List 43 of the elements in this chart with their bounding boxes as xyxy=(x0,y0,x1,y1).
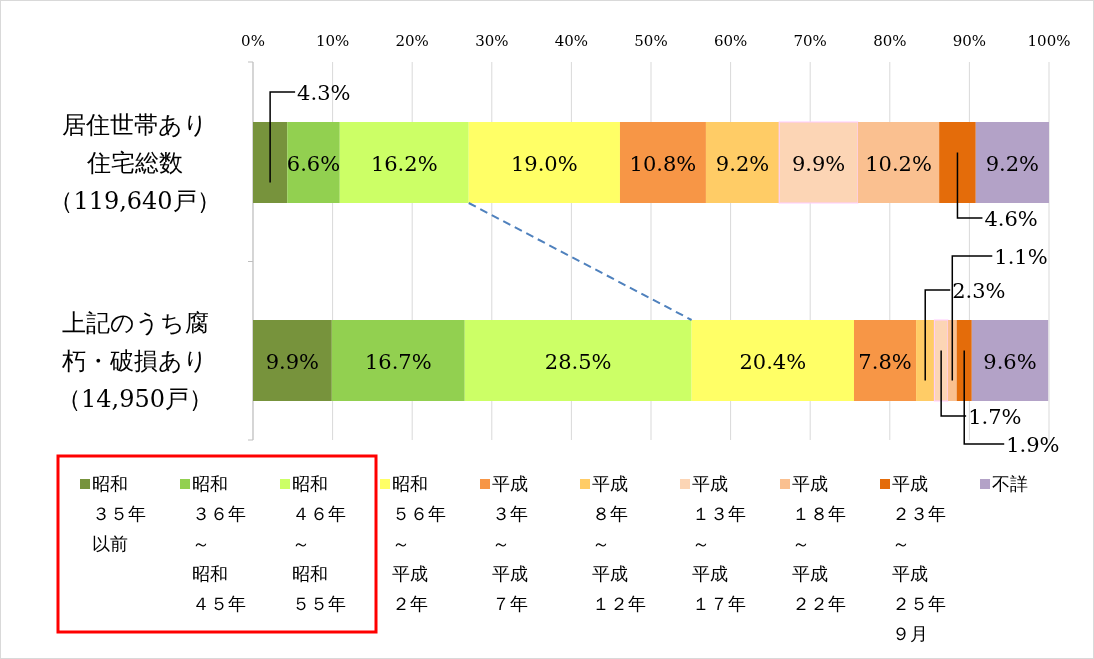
data-label: 2.3% xyxy=(952,279,1006,303)
data-label: 4.6% xyxy=(984,207,1038,231)
x-tick-label: 40% xyxy=(554,32,589,50)
data-label: 7.8% xyxy=(858,349,912,374)
x-tick-label: 0% xyxy=(241,32,265,50)
x-tick-label: 20% xyxy=(395,32,429,50)
x-tick-label: 10% xyxy=(315,32,350,50)
data-label: 28.5% xyxy=(544,349,612,374)
legend-label: 不詳 xyxy=(992,473,1028,494)
data-label: 19.0% xyxy=(510,151,578,176)
legend-label: 平成２３年～平成２５年９月 xyxy=(892,473,946,644)
data-label: 1.9% xyxy=(1006,433,1060,457)
data-label: 10.2% xyxy=(865,151,932,176)
data-label: 20.4% xyxy=(739,349,807,374)
data-label: 16.2% xyxy=(370,151,438,176)
data-label: 10.8% xyxy=(629,151,697,176)
data-label: 9.2% xyxy=(715,151,770,176)
legend-label: 平成１８年～平成２２年 xyxy=(792,473,846,614)
data-label: 1.7% xyxy=(968,405,1022,429)
x-tick-label: 100% xyxy=(1027,32,1071,50)
legend-label: 平成８年～平成１２年 xyxy=(592,473,646,614)
x-tick-label: 60% xyxy=(713,32,748,50)
data-label: 9.6% xyxy=(983,349,1037,374)
x-tick-label: 70% xyxy=(793,32,827,50)
y-tick-label: 上記のうち腐朽・破損あり（14,950戸） xyxy=(57,308,213,413)
legend-label: 昭和５６年～平成２年 xyxy=(392,473,446,614)
data-label: 9.9% xyxy=(791,151,846,176)
data-label: 6.6% xyxy=(286,151,341,176)
x-tick-label: 80% xyxy=(873,32,907,50)
legend-label: 昭和３５年以前 xyxy=(92,473,146,554)
data-label: 16.7% xyxy=(364,349,432,374)
data-label: 9.2% xyxy=(985,151,1040,176)
x-tick-label: 50% xyxy=(634,32,668,50)
data-label: 4.3% xyxy=(297,81,351,105)
y-tick-label: 居住世帯あり住宅総数（119,640戸） xyxy=(49,110,221,215)
x-tick-label: 30% xyxy=(475,32,509,50)
x-tick-label: 90% xyxy=(952,32,987,50)
legend-label: 昭和３６年～昭和４５年 xyxy=(192,473,246,614)
legend-label: 平成１３年～平成１７年 xyxy=(692,473,746,614)
data-label: 9.9% xyxy=(265,349,320,374)
data-label: 1.1% xyxy=(994,245,1048,269)
legend-label: 平成３年～平成７年 xyxy=(492,473,528,614)
legend-label: 昭和４６年～昭和５５年 xyxy=(292,473,346,614)
